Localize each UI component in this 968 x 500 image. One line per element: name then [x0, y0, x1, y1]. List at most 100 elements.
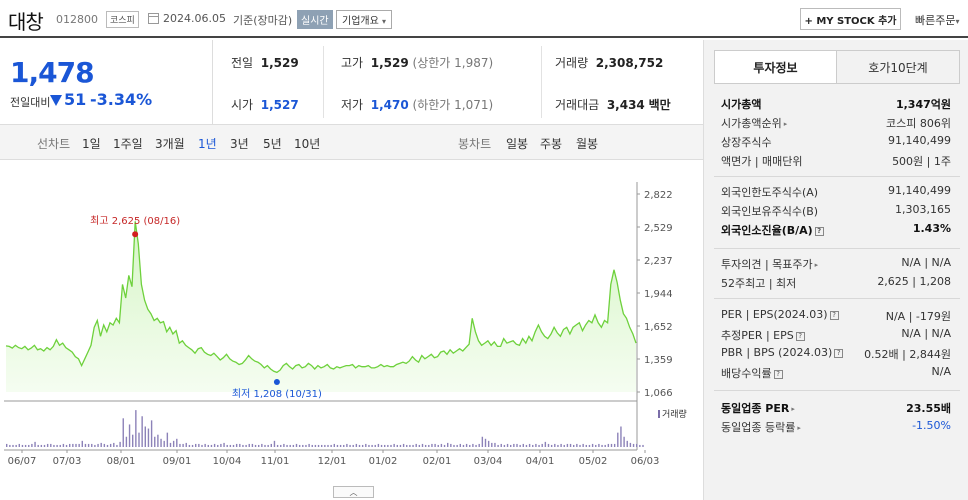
volume-bar: [339, 444, 342, 447]
volume-bar: [361, 444, 364, 447]
add-my-stock-button[interactable]: + MY STOCK 추가: [800, 8, 901, 30]
info-row: 외국인소진율(B/A)? 1.43%: [721, 222, 951, 240]
volume-bar: [424, 444, 427, 447]
period-weekly[interactable]: 주봉: [540, 137, 563, 151]
volume-bar: [393, 443, 395, 447]
company-overview-label: 기업개요: [342, 16, 379, 27]
info-row-value: 0.52배 | 2,844원: [864, 348, 951, 361]
collapse-chart-button[interactable]: ︿: [333, 486, 374, 498]
period-10y[interactable]: 10년: [294, 137, 321, 151]
volume-bar: [270, 443, 272, 447]
period-3m[interactable]: 3개월: [155, 137, 185, 151]
volume-bar: [380, 444, 383, 447]
info-row: 투자의견 | 목표주가 ▸ N/A | N/A: [721, 256, 951, 274]
volume-bar: [273, 440, 276, 447]
info-row: 시가총액순위 ▸ 코스피 806위: [721, 115, 951, 133]
volume-bar: [176, 438, 178, 447]
info-row-label[interactable]: 동일업종 PER ▸: [721, 402, 795, 415]
period-1y[interactable]: 1년: [198, 137, 217, 151]
divider: [714, 298, 960, 299]
volume-bar: [497, 444, 499, 447]
volume-bar: [84, 443, 87, 447]
volume-bar: [374, 444, 376, 447]
period-3y[interactable]: 3년: [230, 137, 249, 151]
info-row-value: 23.55배: [906, 402, 951, 415]
volume-bar: [226, 444, 228, 447]
info-row-value: N/A | N/A: [901, 327, 951, 340]
quick-order-button[interactable]: 빠른주문▾: [915, 12, 960, 28]
y-tick-label: 2,822: [644, 190, 673, 201]
annotations: 최고 2,625 (08/16) 최저 1,208 (10/31): [90, 215, 322, 400]
volume-bar: [491, 442, 493, 447]
stock-name: 대창: [8, 10, 44, 34]
info-row: 52주최고 | 최저 2,625 | 1,208: [721, 275, 951, 293]
realtime-button[interactable]: 실시간: [297, 10, 333, 29]
x-tick-label: 02/01: [423, 456, 452, 467]
volume-bar: [204, 443, 206, 447]
stock-code: 012800: [56, 13, 98, 26]
x-tick-label: 04/01: [526, 456, 555, 467]
volume-bar: [582, 443, 584, 447]
volume-bar: [554, 443, 556, 447]
help-icon[interactable]: ?: [834, 348, 844, 358]
volume-bar: [494, 442, 496, 447]
volume-bar: [220, 443, 222, 447]
volume-bar: [547, 443, 550, 447]
volume-bar: [160, 438, 162, 447]
current-price: 1,478: [10, 56, 95, 89]
volume-bar: [267, 444, 269, 447]
volume-bar: [535, 443, 537, 447]
price-stats: 전일 1,529 시가 1,527 고가 1,529 (상한가 1,987) 저…: [212, 40, 703, 124]
volume-bar: [207, 444, 209, 447]
low-value: 1,470: [370, 98, 409, 112]
company-overview-dropdown[interactable]: 기업개요 ▾: [336, 10, 393, 29]
x-tick-label: 09/01: [163, 456, 192, 467]
x-tick-label: 06/07: [8, 456, 37, 467]
volume-bar: [122, 418, 124, 447]
info-row-label[interactable]: 동일업종 등락률 ▸: [721, 421, 801, 434]
info-row: PER | EPS(2024.03)? N/A | -179원: [721, 308, 951, 326]
period-monthly[interactable]: 월봉: [576, 137, 599, 151]
period-1w[interactable]: 1주일: [113, 137, 143, 151]
volume-bar: [560, 443, 562, 447]
x-axis: 06/07 07/03 08/01 09/01 10/04 11/01 12/01 01/02…: [8, 450, 659, 467]
tab-invest-info[interactable]: 투자정보: [715, 51, 837, 83]
volume-bar: [541, 443, 543, 447]
help-icon[interactable]: ?: [814, 226, 824, 236]
volume-bar: [472, 443, 474, 447]
volume-bar: [409, 444, 411, 447]
price-line: [5, 221, 637, 374]
period-1d[interactable]: 1일: [82, 137, 101, 151]
x-tick-label: 07/03: [53, 456, 82, 467]
help-icon[interactable]: ?: [829, 310, 839, 320]
x-tick-label: 08/01: [107, 456, 136, 467]
info-row-label: 시가총액: [721, 98, 762, 111]
volume-bar: [421, 443, 424, 447]
help-icon[interactable]: ?: [773, 369, 783, 379]
upper-limit: (상한가 1,987): [412, 56, 494, 70]
divider: [714, 390, 960, 391]
volume-bar: [103, 443, 106, 447]
low-marker: [273, 378, 280, 385]
volume-bar: [264, 444, 266, 447]
help-icon[interactable]: ?: [795, 331, 805, 341]
volume-bar: [302, 444, 304, 447]
volume-bar: [169, 442, 172, 447]
chevron-right-icon: ▸: [814, 261, 819, 269]
period-daily[interactable]: 일봉: [506, 137, 529, 151]
volume-bar: [31, 443, 33, 447]
amount-label: 거래대금: [555, 98, 600, 112]
info-row-label[interactable]: 투자의견 | 목표주가 ▸: [721, 258, 819, 271]
volume-bar: [261, 443, 263, 447]
prev-close-label: 전일: [231, 56, 254, 70]
volume-bar: [87, 443, 90, 447]
info-row-label[interactable]: 시가총액순위 ▸: [721, 117, 788, 130]
period-5y[interactable]: 5년: [263, 137, 282, 151]
high-value: 1,529: [370, 56, 409, 70]
y-axis: 2,822 2,529 2,237 1,944 1,652 1,359 1,066: [637, 190, 673, 399]
volume-bar: [368, 444, 370, 447]
tab-order-book[interactable]: 호가10단계: [837, 51, 959, 83]
volume-bar: [100, 442, 102, 447]
volume-bar: [191, 444, 194, 447]
